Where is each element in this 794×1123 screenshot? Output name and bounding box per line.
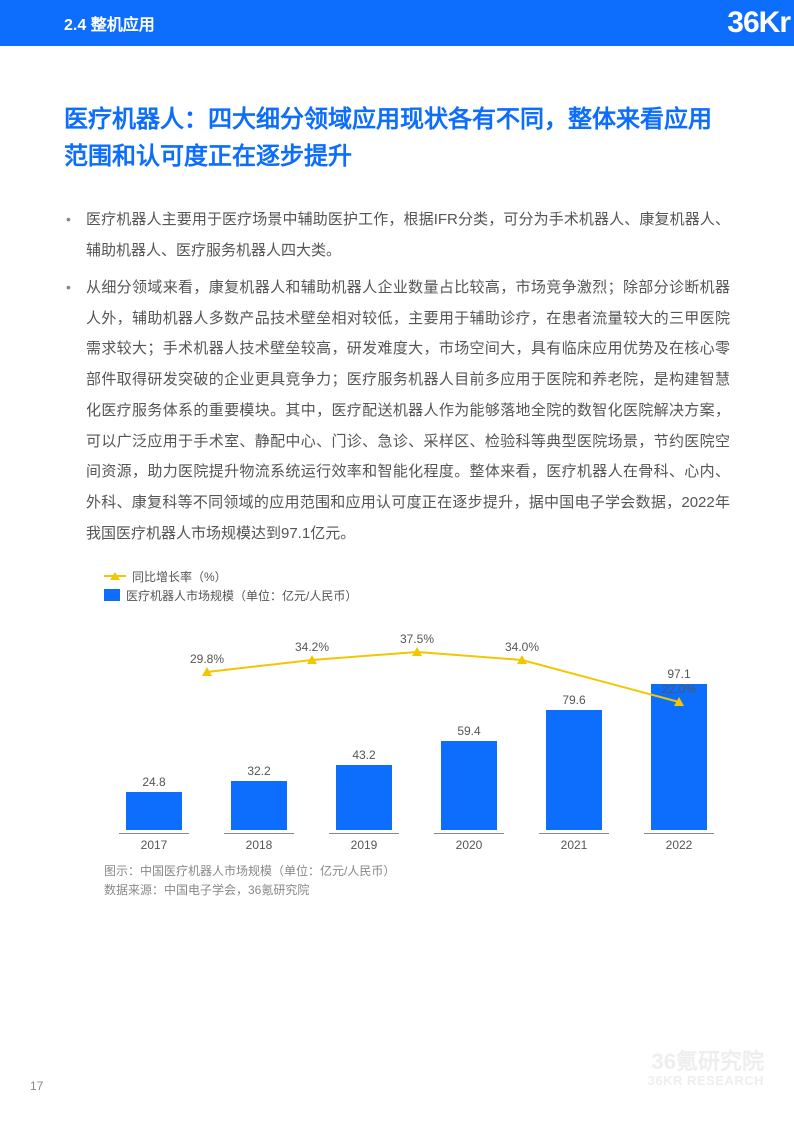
bar — [651, 684, 707, 830]
caption-line: 图示：中国医疗机器人市场规模（单位：亿元/人民币） — [104, 862, 730, 881]
bar-value: 59.4 — [457, 724, 480, 738]
watermark-en: 36KR RESEARCH — [648, 1074, 764, 1088]
content: 医疗机器人：四大细分领域应用现状各有不同，整体来看应用范围和认可度正在逐步提升 … — [0, 46, 794, 900]
x-axis-label: 2018 — [224, 833, 294, 852]
bar-group: 59.4 — [441, 724, 497, 830]
bar-group: 24.8 — [126, 775, 182, 829]
bar — [546, 710, 602, 829]
legend-line-label: 同比增长率（%） — [132, 568, 227, 585]
x-axis-label: 2017 — [119, 833, 189, 852]
page-title: 医疗机器人：四大细分领域应用现状各有不同，整体来看应用范围和认可度正在逐步提升 — [64, 101, 730, 175]
bar-group: 32.2 — [231, 764, 287, 829]
legend-bar-row: 医疗机器人市场规模（单位：亿元/人民币） — [104, 587, 730, 604]
chart-plot: 24.8 2017 32.2 2018 43.2 2019 59.4 2020 79.6 2021… — [74, 612, 714, 852]
caption-line: 数据来源：中国电子学会，36氪研究院 — [104, 881, 730, 900]
bar-value: 97.1 — [667, 667, 690, 681]
x-axis-label: 2021 — [539, 833, 609, 852]
bar-value: 43.2 — [352, 748, 375, 762]
bullet-item: 从细分领域来看，康复机器人和辅助机器人企业数量占比较高，市场竞争激烈；除部分诊断… — [64, 273, 730, 550]
bar — [336, 765, 392, 830]
bar-value: 32.2 — [247, 764, 270, 778]
bar-group: 43.2 — [336, 748, 392, 830]
bar — [231, 781, 287, 829]
x-axis-label: 2022 — [644, 833, 714, 852]
legend-line-row: 同比增长率（%） — [104, 568, 730, 585]
bullet-list: 医疗机器人主要用于医疗场景中辅助医护工作，根据IFR分类，可分为手术机器人、康复… — [64, 205, 730, 549]
chart: 同比增长率（%） 医疗机器人市场规模（单位：亿元/人民币） 24.8 2017 32… — [74, 568, 730, 900]
page-number: 17 — [30, 1079, 43, 1093]
bar — [441, 741, 497, 830]
pct-label: 29.8% — [190, 652, 224, 666]
bullet-item: 医疗机器人主要用于医疗场景中辅助医护工作，根据IFR分类，可分为手术机器人、康复… — [64, 205, 730, 267]
x-axis-label: 2019 — [329, 833, 399, 852]
bar-value: 79.6 — [562, 693, 585, 707]
legend-line-icon — [104, 575, 126, 577]
pct-label: 22.0% — [662, 682, 696, 696]
pct-label: 34.2% — [295, 640, 329, 654]
watermark-cn: 36氪研究院 — [648, 1050, 764, 1074]
pct-label: 37.5% — [400, 632, 434, 646]
bar-group: 79.6 — [546, 693, 602, 829]
x-axis-label: 2020 — [434, 833, 504, 852]
bar — [126, 792, 182, 829]
legend-bar-icon — [104, 589, 120, 601]
section-label: 2.4 整机应用 — [64, 11, 155, 35]
header-bar: 2.4 整机应用 36Kr — [0, 0, 794, 46]
watermark: 36氪研究院 36KR RESEARCH — [648, 1050, 764, 1088]
pct-label: 34.0% — [505, 640, 539, 654]
bar-value: 24.8 — [142, 775, 165, 789]
chart-legend: 同比增长率（%） 医疗机器人市场规模（单位：亿元/人民币） — [104, 568, 730, 604]
chart-caption: 图示：中国医疗机器人市场规模（单位：亿元/人民币）数据来源：中国电子学会，36氪… — [104, 862, 730, 900]
logo-36kr: 36Kr — [727, 0, 794, 46]
legend-bar-label: 医疗机器人市场规模（单位：亿元/人民币） — [126, 587, 357, 604]
